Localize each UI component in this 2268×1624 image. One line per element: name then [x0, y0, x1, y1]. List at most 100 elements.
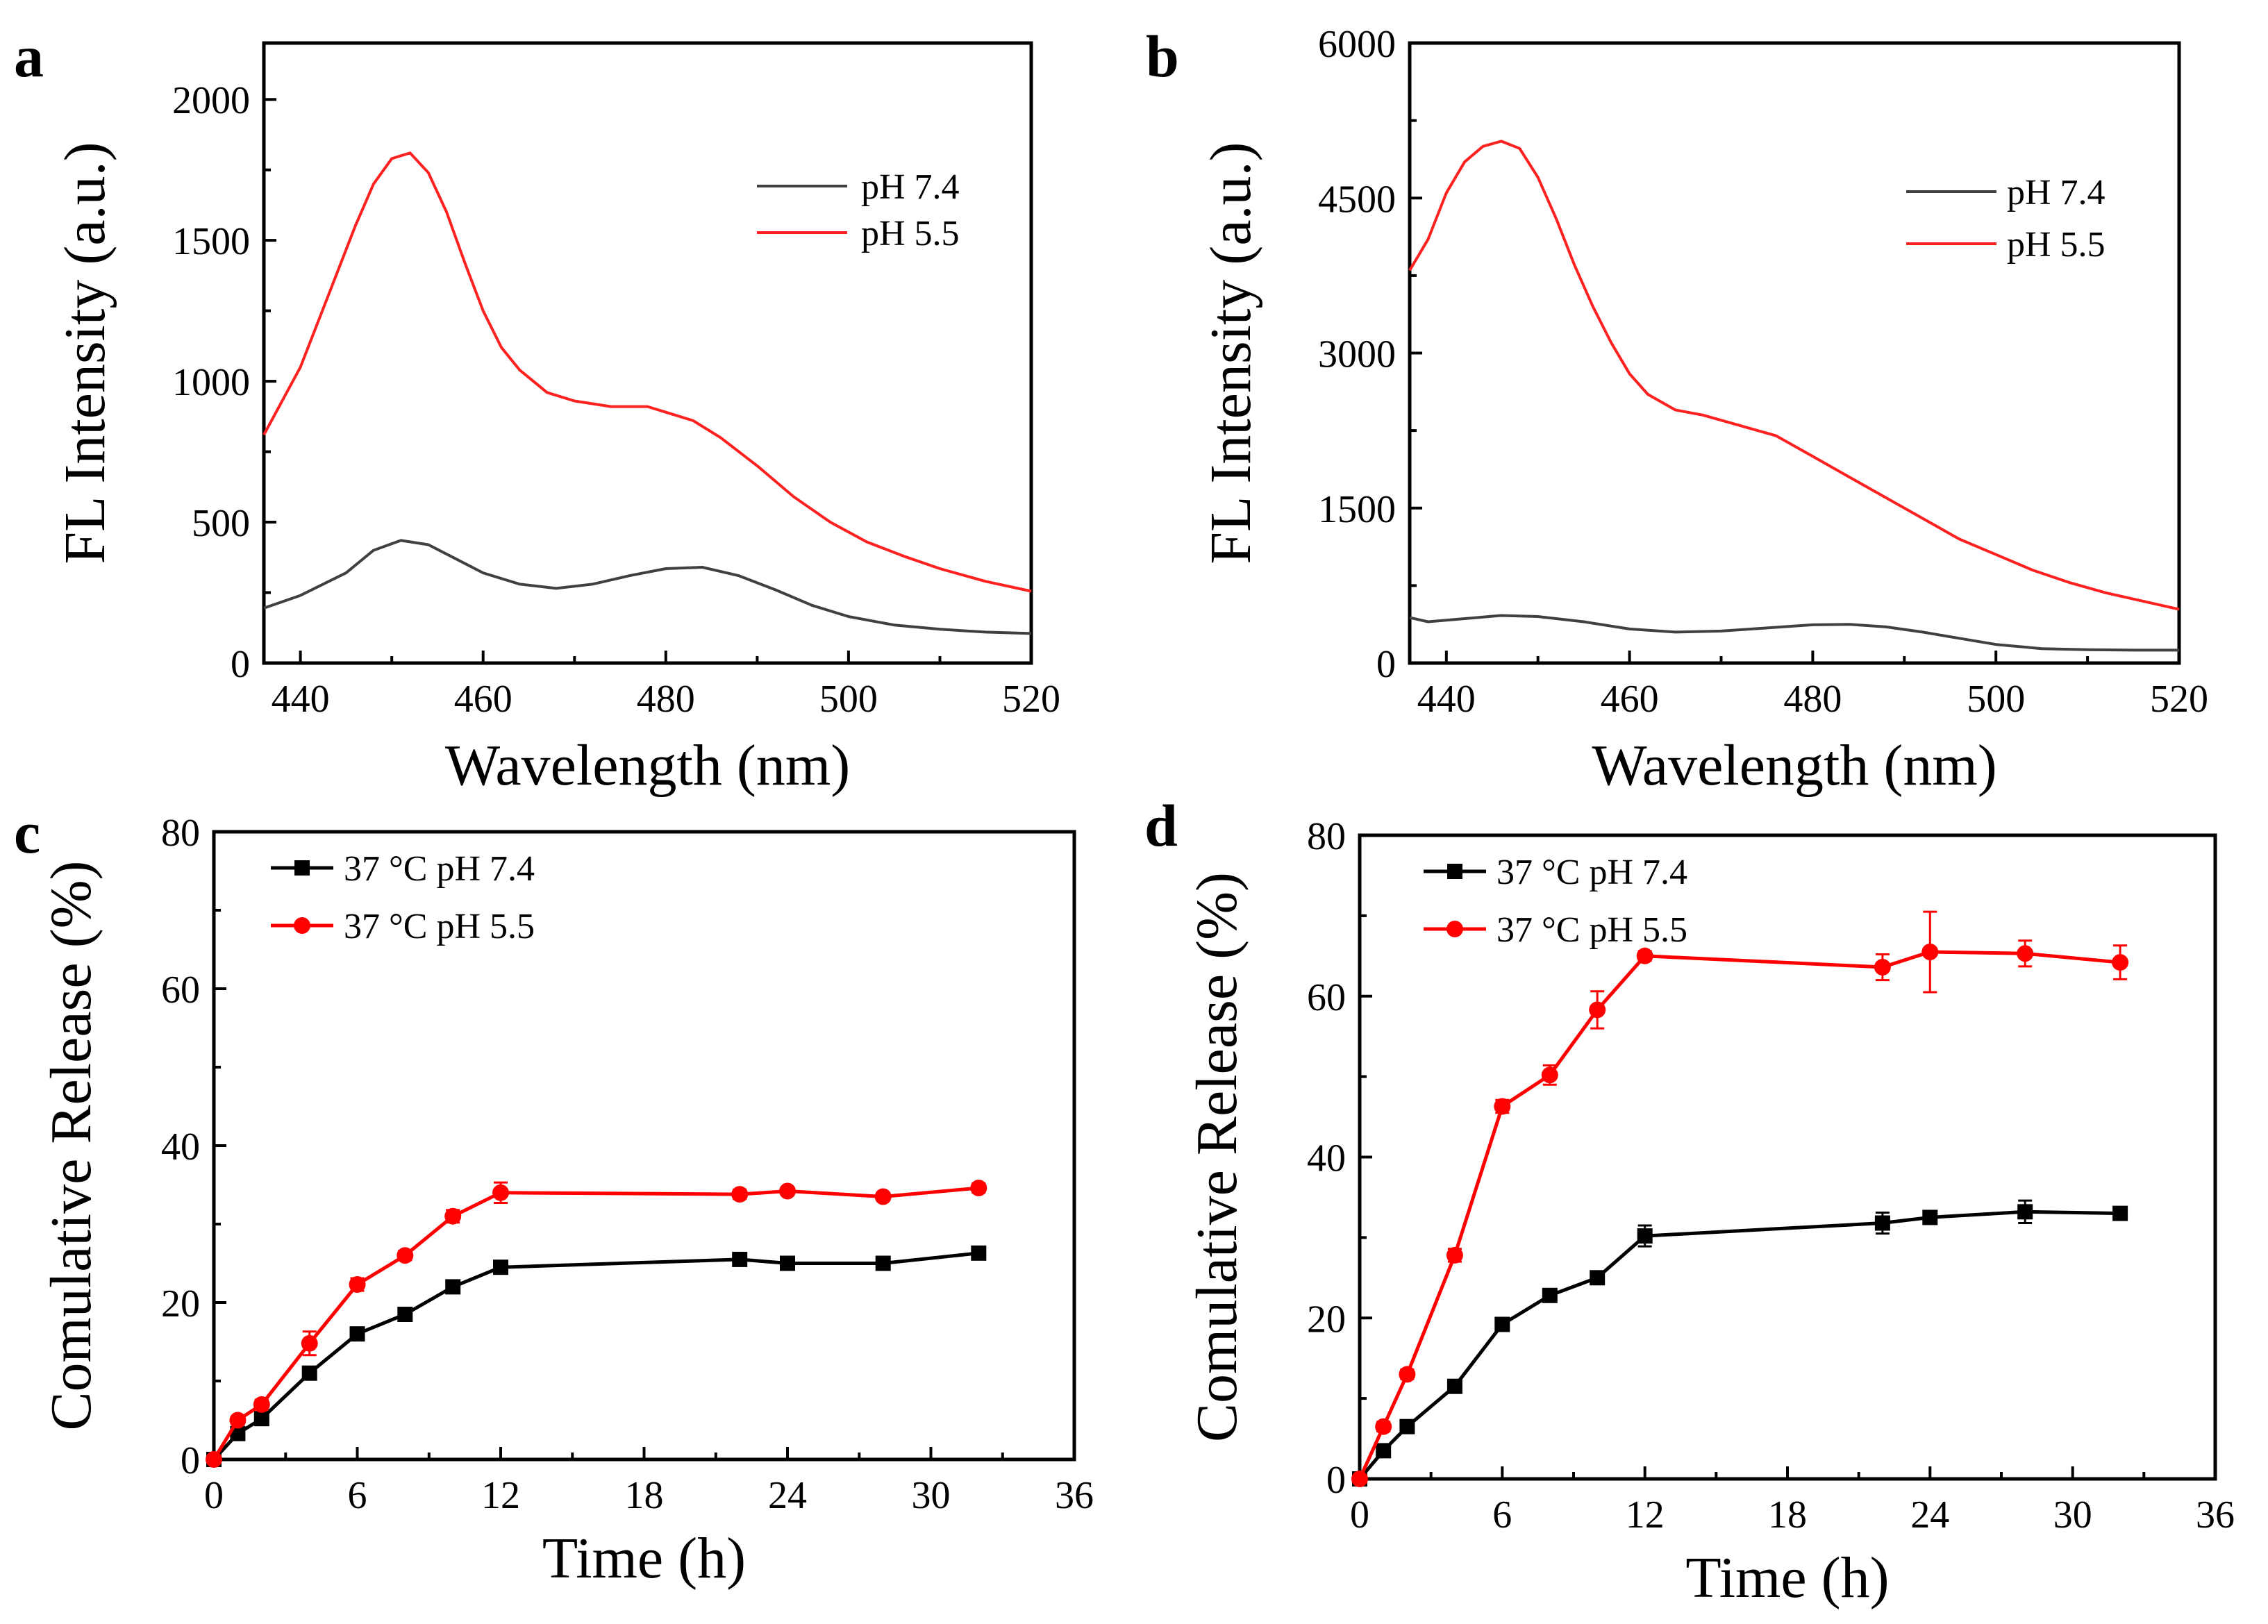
legend-label: 37 °C pH 7.4: [344, 849, 535, 889]
data-point-square: [971, 1245, 987, 1261]
x-tick-label: 460: [1601, 678, 1659, 721]
data-point-circle: [253, 1396, 270, 1413]
y-tick-label: 1500: [1318, 488, 1396, 531]
data-point-square: [1446, 1378, 1462, 1394]
data-point-circle: [1921, 944, 1939, 960]
data-point-circle: [349, 1276, 366, 1293]
legend: pH 7.4 pH 5.5: [1906, 173, 2106, 265]
series-1: [1408, 140, 2180, 611]
data-point-square: [1637, 1228, 1653, 1244]
data-point-square: [493, 1259, 508, 1275]
x-tick-label: 500: [819, 678, 878, 721]
x-tick-label: 30: [912, 1474, 951, 1517]
series-line: [263, 539, 1032, 635]
x-axis-label: Wavelength (nm): [445, 733, 850, 798]
series-0: [1409, 614, 2179, 652]
legend-label: pH 5.5: [2007, 225, 2106, 265]
chart-panel-b: b 440 460 480 500 520 0 1500 3000 4500 6000 Wavelen…: [1146, 23, 2208, 798]
y-tick-label: 0: [1326, 1459, 1346, 1502]
series-line: [1408, 140, 2180, 611]
x-tick-label: 500: [1967, 678, 2025, 721]
series-line: [212, 1251, 979, 1461]
x-tick-label: 520: [1002, 678, 1060, 721]
data-point-circle: [874, 1188, 892, 1205]
x-tick-label: 0: [204, 1474, 224, 1517]
data-point-square: [875, 1255, 891, 1271]
series-line: [1409, 614, 2179, 652]
y-tick-label: 3000: [1318, 333, 1396, 376]
y-axis-label: FL Intensity (a.u.): [1199, 142, 1263, 564]
series-line: [1358, 1209, 2121, 1480]
x-tick-label: 36: [2196, 1493, 2235, 1537]
y-tick-label: 0: [181, 1439, 200, 1482]
series-line: [1358, 950, 2121, 1480]
data-point-circle: [1636, 947, 1653, 964]
x-tick-label: 18: [625, 1474, 664, 1517]
y-tick-label: 4500: [1318, 178, 1396, 221]
data-point-square: [445, 1279, 461, 1295]
data-point-circle: [229, 1412, 247, 1429]
legend-marker-square: [1447, 864, 1462, 879]
data-point-square: [397, 1307, 413, 1322]
x-axis-label: Time (h): [542, 1526, 746, 1591]
data-point-circle: [1541, 1066, 1558, 1084]
panel-letter: d: [1144, 792, 1178, 859]
x-tick-label: 36: [1055, 1474, 1094, 1517]
x-tick-label: 0: [1350, 1493, 1369, 1537]
legend: 37 °C pH 7.4 37 °C pH 5.5: [271, 849, 535, 946]
x-tick-label: 6: [1492, 1493, 1512, 1537]
data-point-circle: [206, 1451, 222, 1468]
x-tick-label: 12: [481, 1474, 520, 1517]
data-point-square: [1874, 1215, 1890, 1231]
data-point-square: [349, 1326, 365, 1342]
y-axis-label: FL Intensity (a.u.): [53, 142, 117, 564]
data-point-circle: [492, 1184, 509, 1201]
x-axis-label: Time (h): [1685, 1546, 1889, 1610]
data-point-circle: [970, 1180, 987, 1196]
chart-panel-d: d 0 6 12 18 24 30 36 0 20 40 60 80 Time (h) Comulative…: [1144, 792, 2235, 1610]
panel-letter: b: [1146, 23, 1179, 90]
data-point-circle: [1399, 1366, 1416, 1383]
legend-label: pH 7.4: [861, 167, 960, 207]
data-point-circle: [2017, 945, 2034, 962]
y-tick-label: 40: [161, 1125, 200, 1169]
legend-marker-circle: [1446, 921, 1463, 937]
data-point-circle: [1589, 1001, 1606, 1019]
plot-frame: [262, 41, 1033, 665]
x-tick-label: 12: [1626, 1493, 1665, 1537]
y-tick-label: 80: [1307, 815, 1346, 858]
y-tick-label: 20: [1307, 1298, 1346, 1341]
series-1: [1351, 910, 2129, 1487]
chart-panel-a: a 440 460 480 500 520 0 500 1000 1500 2000 Waveleng…: [14, 23, 1060, 798]
data-point-circle: [779, 1182, 796, 1200]
data-point-circle: [731, 1186, 749, 1203]
x-tick-label: 18: [1768, 1493, 1807, 1537]
data-point-square: [1590, 1270, 1606, 1286]
data-point-circle: [444, 1207, 462, 1225]
chart-panel-c: c 0 6 12 18 24 30 36 0 20 40 60 80 Time (h) Comulative…: [14, 799, 1094, 1591]
y-tick-label: 2000: [172, 79, 250, 122]
legend-marker-circle: [294, 917, 310, 934]
series-line: [212, 1186, 979, 1461]
legend-label: 37 °C pH 7.4: [1496, 853, 1687, 892]
legend-label: 37 °C pH 5.5: [344, 907, 535, 946]
y-tick-label: 80: [161, 812, 200, 855]
x-axis-label: Wavelength (nm): [1592, 733, 1996, 798]
series-0: [1352, 1199, 2128, 1487]
series-0: [206, 1245, 987, 1467]
legend-label: pH 5.5: [861, 214, 960, 253]
data-point-circle: [397, 1247, 414, 1264]
series-1: [262, 151, 1032, 593]
x-tick-label: 480: [1783, 678, 1842, 721]
panel-letter: a: [14, 23, 44, 90]
y-axis-label: Comulative Release (%): [1185, 872, 1249, 1442]
x-tick-label: 440: [272, 678, 330, 721]
series-1: [206, 1180, 987, 1468]
legend-marker-square: [294, 860, 310, 876]
y-tick-label: 20: [161, 1282, 200, 1325]
y-tick-label: 0: [1376, 643, 1396, 686]
series-0: [263, 539, 1032, 635]
legend: pH 7.4 pH 5.5: [757, 167, 960, 253]
y-tick-label: 60: [1307, 976, 1346, 1019]
